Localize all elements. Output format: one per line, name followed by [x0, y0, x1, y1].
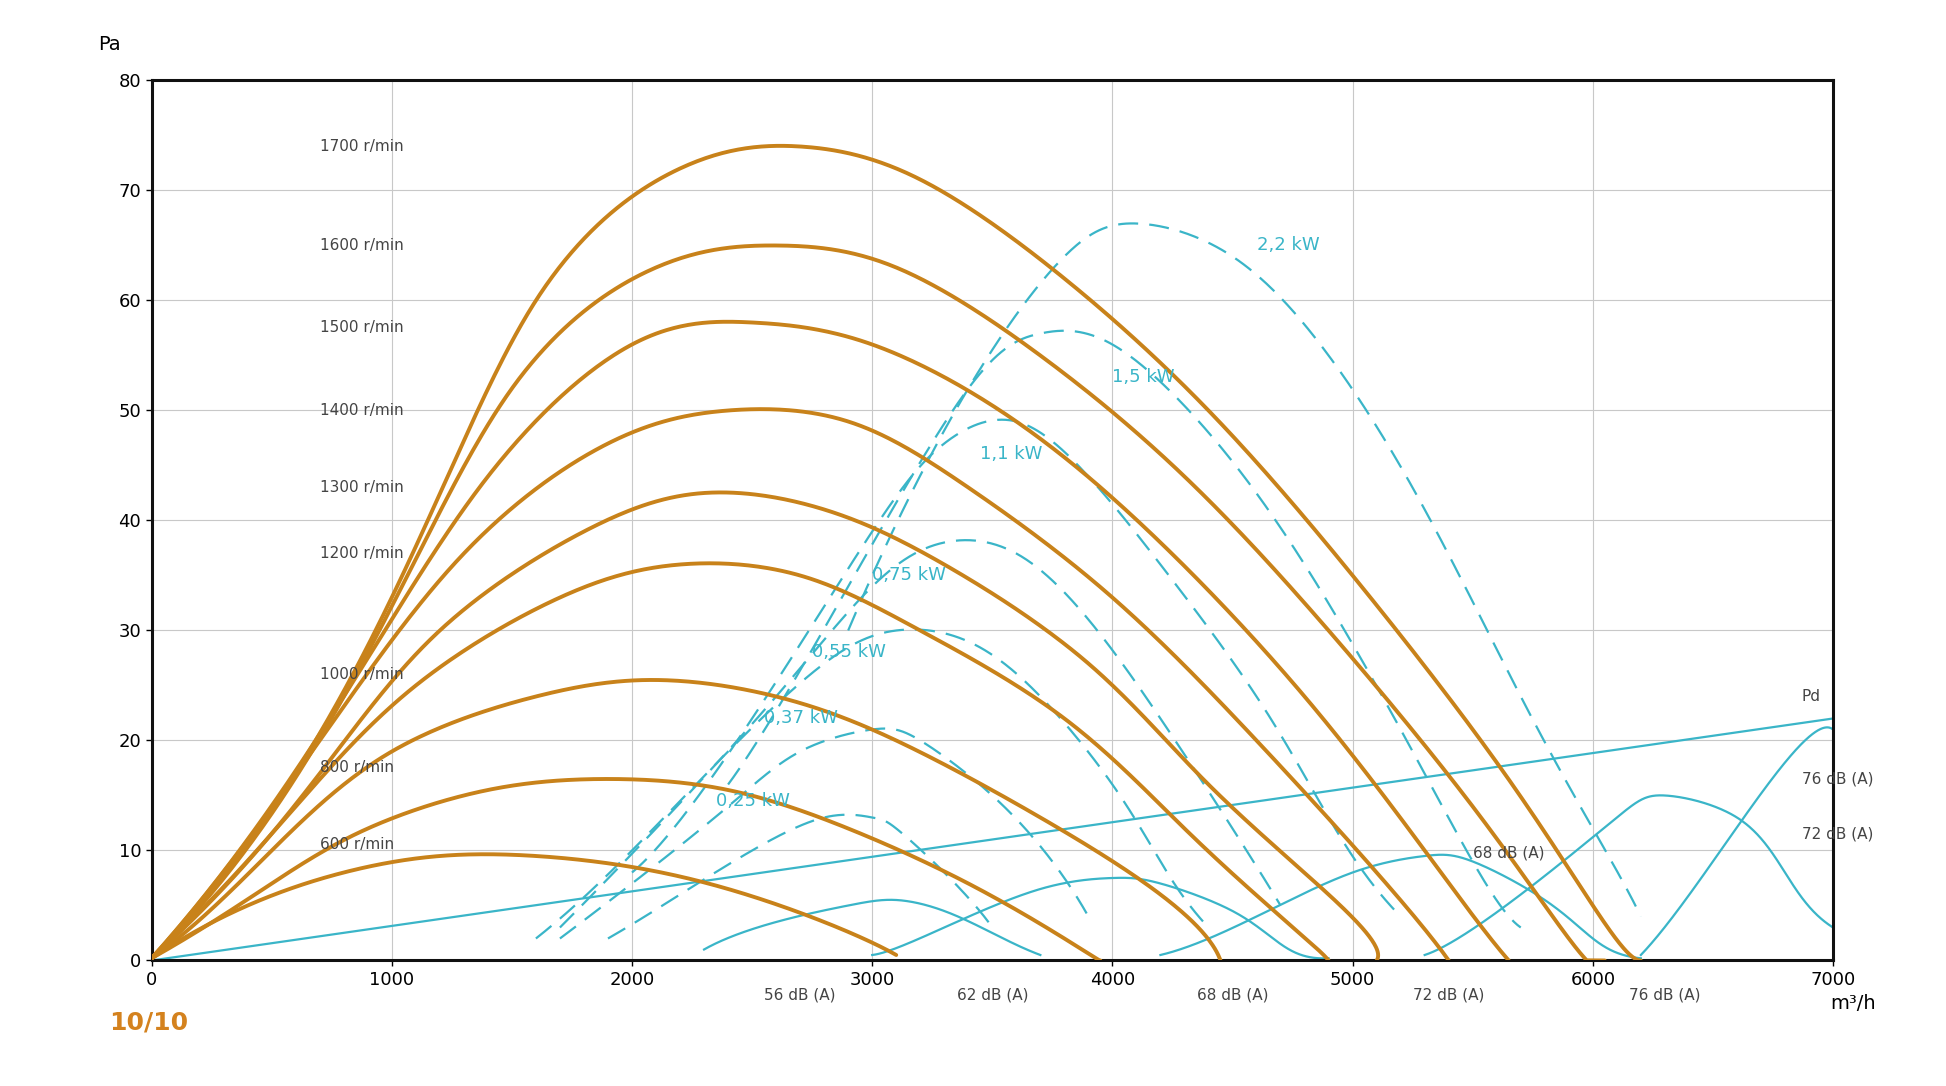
- Text: 56 dB (A): 56 dB (A): [765, 988, 837, 1003]
- Text: 72 dB (A): 72 dB (A): [1802, 826, 1874, 842]
- Text: 72 dB (A): 72 dB (A): [1413, 988, 1485, 1003]
- Text: 1600 r/min: 1600 r/min: [319, 238, 403, 253]
- Text: 1300 r/min: 1300 r/min: [319, 480, 403, 495]
- Text: 68 dB (A): 68 dB (A): [1473, 845, 1545, 860]
- Text: 0,25 kW: 0,25 kW: [716, 792, 790, 810]
- Text: 76 dB (A): 76 dB (A): [1802, 771, 1874, 786]
- Text: 2,2 kW: 2,2 kW: [1257, 237, 1319, 254]
- Text: 68 dB (A): 68 dB (A): [1197, 988, 1269, 1003]
- Text: 1000 r/min: 1000 r/min: [319, 667, 403, 682]
- Text: 0,55 kW: 0,55 kW: [811, 644, 885, 661]
- Text: 800 r/min: 800 r/min: [319, 760, 393, 775]
- X-axis label: m³/h: m³/h: [1831, 994, 1876, 1013]
- Text: 0,75 kW: 0,75 kW: [872, 567, 946, 584]
- Y-axis label: Pa: Pa: [97, 35, 121, 54]
- Text: 1200 r/min: 1200 r/min: [319, 546, 403, 561]
- Text: 1400 r/min: 1400 r/min: [319, 403, 403, 418]
- Text: 1500 r/min: 1500 r/min: [319, 320, 403, 336]
- Text: 0,37 kW: 0,37 kW: [765, 709, 839, 728]
- Text: 76 dB (A): 76 dB (A): [1629, 988, 1701, 1003]
- Text: Pd: Pd: [1802, 689, 1821, 704]
- Text: 1700 r/min: 1700 r/min: [319, 139, 403, 154]
- Text: 1,1 kW: 1,1 kW: [981, 445, 1043, 464]
- Text: 10/10: 10/10: [109, 1011, 189, 1035]
- Text: 1,5 kW: 1,5 kW: [1113, 368, 1175, 387]
- Text: 600 r/min: 600 r/min: [319, 837, 393, 853]
- Text: 62 dB (A): 62 dB (A): [957, 988, 1027, 1003]
